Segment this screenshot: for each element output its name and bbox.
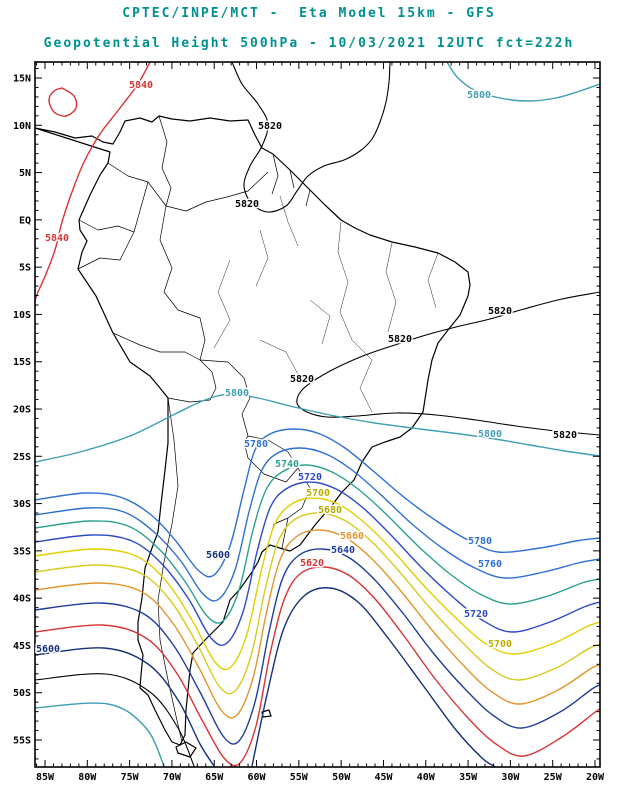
contour-label-5840: 5840 bbox=[45, 233, 69, 244]
lat-label: 30S bbox=[13, 499, 31, 510]
lon-label: 60W bbox=[247, 772, 266, 783]
contour-label-5840: 5840 bbox=[129, 80, 153, 91]
lon-label: 35W bbox=[459, 772, 478, 783]
lat-label: 20S bbox=[13, 405, 31, 416]
contour-label-5780: 5780 bbox=[244, 439, 268, 450]
lon-label: 75W bbox=[121, 772, 140, 783]
lon-label: 45W bbox=[374, 772, 393, 783]
contour-5600 bbox=[35, 647, 215, 767]
lat-label: 55S bbox=[13, 736, 31, 747]
contour-5840 bbox=[48, 87, 78, 117]
contour-label-5620: 5620 bbox=[300, 558, 324, 569]
chart-title-line2: Geopotential Height 500hPa - 10/03/2021 … bbox=[43, 36, 575, 51]
contour-label-5800: 5800 bbox=[478, 429, 502, 440]
contour-5780 bbox=[35, 428, 600, 578]
contour-label-5820: 5820 bbox=[553, 430, 577, 441]
contour-5820 bbox=[296, 291, 600, 436]
contour-5840 bbox=[35, 62, 151, 301]
contour-5740 bbox=[35, 464, 600, 624]
contour-5620 bbox=[35, 566, 600, 767]
contour-label-5720: 5720 bbox=[464, 609, 488, 620]
contour-lines bbox=[35, 62, 600, 767]
contour-5600 bbox=[251, 587, 495, 767]
contour-5580 bbox=[35, 673, 195, 767]
lon-label: 80W bbox=[78, 772, 97, 783]
lon-label: 85W bbox=[36, 772, 55, 783]
contour-label-5820: 5820 bbox=[235, 199, 259, 210]
lon-label: 65W bbox=[205, 772, 224, 783]
contour-label-5760: 5760 bbox=[478, 559, 502, 570]
contour-label-5800: 5800 bbox=[467, 90, 491, 101]
contour-label-5780: 5780 bbox=[468, 536, 492, 547]
contour-label-5600: 5600 bbox=[206, 550, 230, 561]
lon-label: 55W bbox=[290, 772, 309, 783]
contour-label-5820: 5820 bbox=[488, 306, 512, 317]
contour-label-5820: 5820 bbox=[388, 334, 412, 345]
contour-label-5660: 5660 bbox=[340, 531, 364, 542]
contour-5800 bbox=[35, 393, 600, 463]
south-america-geography bbox=[35, 115, 471, 758]
contour-5800 bbox=[446, 62, 600, 102]
lat-label: 10S bbox=[13, 310, 31, 321]
contour-label-5820: 5820 bbox=[258, 121, 282, 132]
lat-label: 5N bbox=[19, 168, 31, 179]
lat-label: 40S bbox=[13, 594, 31, 605]
contour-label-5700: 5700 bbox=[488, 639, 512, 650]
lon-label: 25W bbox=[544, 772, 563, 783]
contour-5680 bbox=[35, 512, 600, 695]
contour-label-5720: 5720 bbox=[298, 472, 322, 483]
lat-label: EQ bbox=[19, 215, 31, 226]
lon-label: 30W bbox=[501, 772, 520, 783]
contour-label-5820: 5820 bbox=[290, 374, 314, 385]
contour-5560 bbox=[35, 702, 165, 767]
contour-label-5680: 5680 bbox=[318, 505, 342, 516]
lat-label: 50S bbox=[13, 688, 31, 699]
lat-label: 5S bbox=[19, 263, 31, 274]
lon-label: 40W bbox=[417, 772, 436, 783]
contour-5640 bbox=[35, 548, 600, 745]
lon-label: 20W bbox=[586, 772, 605, 783]
lat-label: 15S bbox=[13, 357, 31, 368]
contour-5820 bbox=[231, 62, 391, 213]
contour-label-5800: 5800 bbox=[225, 388, 249, 399]
lat-label: 15N bbox=[13, 74, 31, 85]
contour-5660 bbox=[35, 529, 600, 719]
contour-label-5700: 5700 bbox=[306, 488, 330, 499]
contour-5700 bbox=[35, 497, 600, 671]
lon-label: 50W bbox=[332, 772, 351, 783]
lat-label: 45S bbox=[13, 641, 31, 652]
lat-label: 35S bbox=[13, 546, 31, 557]
lat-label: 10N bbox=[13, 121, 31, 132]
tick-marks bbox=[35, 62, 600, 767]
state-borders bbox=[213, 195, 439, 413]
chart-title-line1: CPTEC/INPE/MCT - Eta Model 15km - GFS bbox=[122, 6, 496, 21]
lat-label: 25S bbox=[13, 452, 31, 463]
contour-value-labels: 5840 5800 5820 5820 5840 5820 5820 5820 5800 5800… bbox=[34, 79, 578, 657]
contour-label-5600: 5600 bbox=[36, 644, 60, 655]
country-borders bbox=[77, 115, 311, 743]
contour-label-5640: 5640 bbox=[331, 545, 355, 556]
lon-label: 70W bbox=[163, 772, 182, 783]
axis-labels: 15N 10N 5N EQ 5S 10S 15S 20S 25S 30S 35S 40S 45S 50S 5… bbox=[13, 74, 605, 784]
map-frame bbox=[34, 61, 601, 768]
contour-5760 bbox=[35, 447, 600, 602]
contour-label-5740: 5740 bbox=[275, 459, 299, 470]
contour-5720 bbox=[35, 481, 600, 646]
